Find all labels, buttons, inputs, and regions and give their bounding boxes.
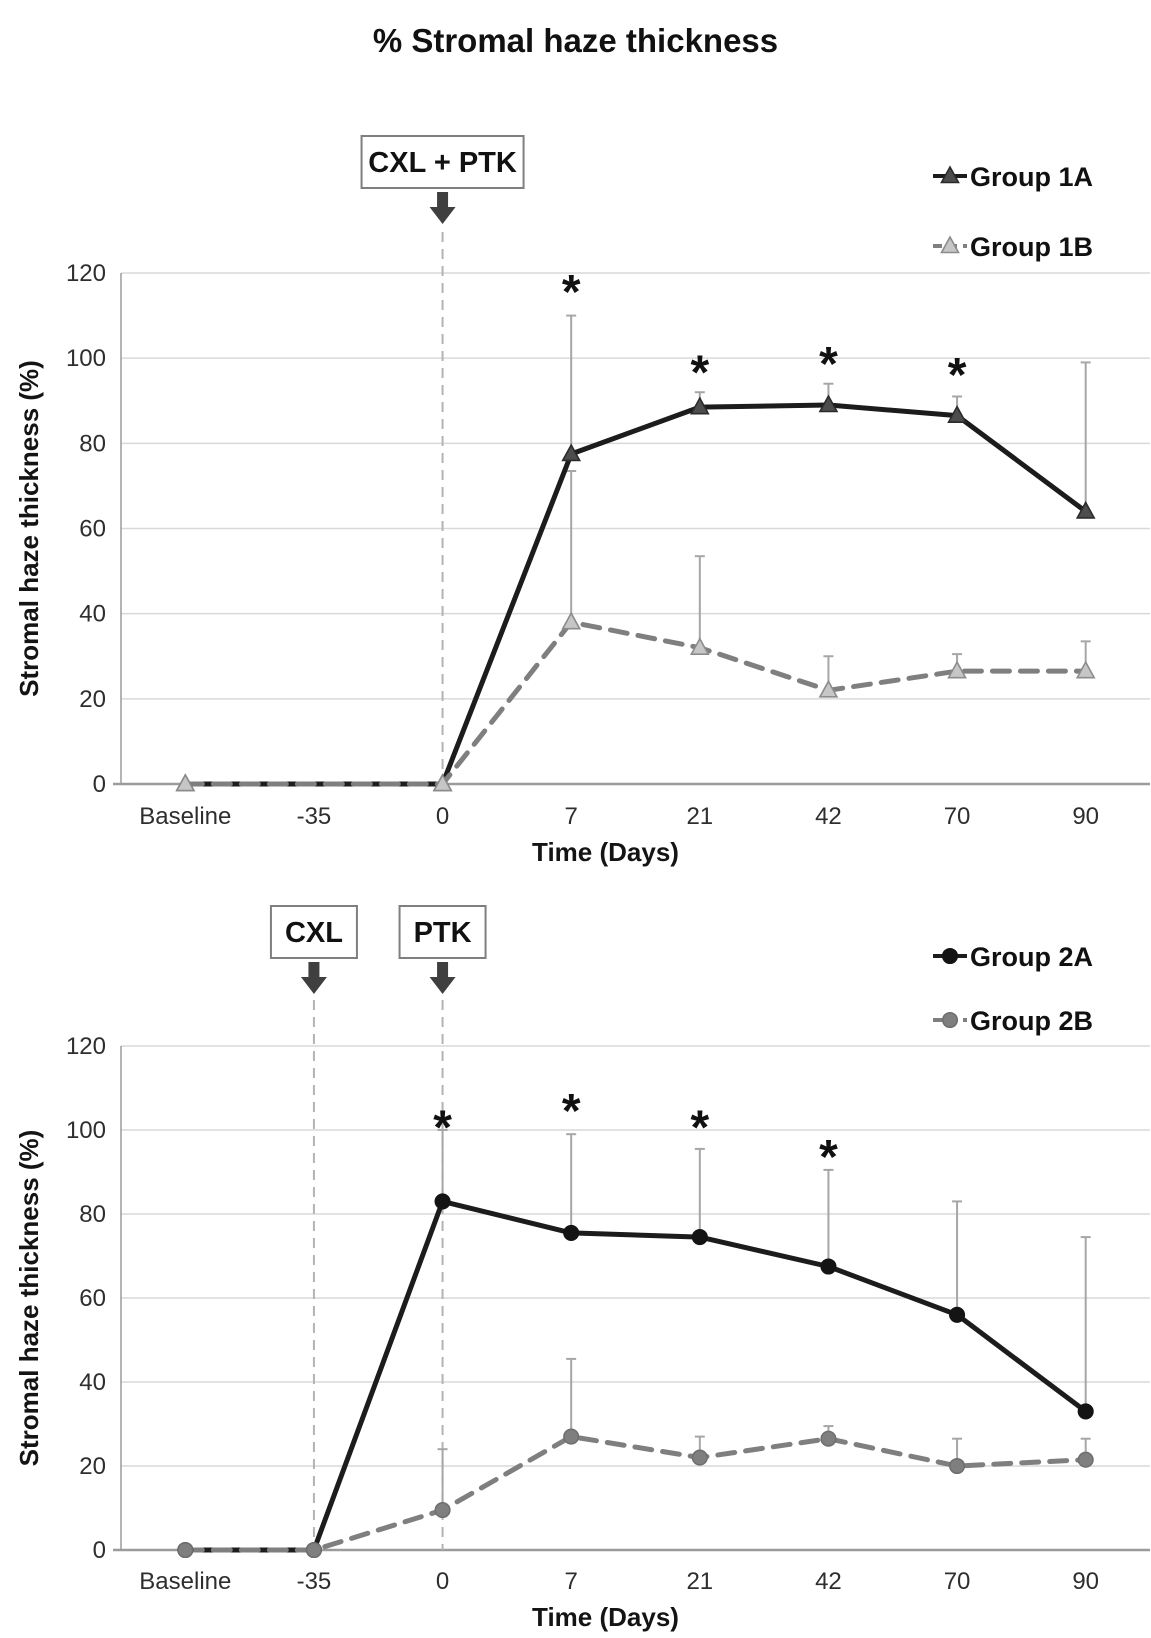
y-tick-label: 120	[66, 260, 106, 287]
group-2a-marker	[563, 1224, 580, 1241]
significance-asterisk: *	[562, 1085, 581, 1138]
legend-label-group-2b: Group 2B	[970, 1006, 1093, 1036]
y-axis-title: Stromal haze thickness (%)	[14, 360, 44, 697]
y-tick-label: 100	[66, 1117, 106, 1144]
y-tick-label: 60	[79, 516, 106, 543]
event-label: CXL	[285, 917, 343, 949]
legend-group-1a-marker-icon	[940, 165, 960, 184]
legend-group-2a-marker-icon	[941, 947, 959, 965]
significance-asterisk: *	[690, 347, 709, 400]
group-2b-marker	[691, 1449, 708, 1466]
down-arrow-icon	[300, 962, 327, 994]
y-tick-label: 40	[79, 1369, 106, 1396]
group-1a-marker	[1075, 500, 1096, 519]
significance-asterisk: *	[948, 349, 967, 402]
x-axis-title: Time (Days)	[532, 837, 679, 867]
group-1b-marker	[818, 679, 839, 698]
y-tick-label: 120	[66, 1033, 106, 1060]
figure-title: % Stromal haze thickness	[372, 22, 779, 59]
group-1b-marker	[1075, 660, 1096, 679]
group-1a-line	[182, 402, 1089, 787]
significance-asterisk: *	[433, 1102, 452, 1155]
x-tick-label: 70	[944, 803, 971, 830]
x-tick-label: 21	[686, 803, 713, 830]
group-1b-marker	[947, 660, 967, 679]
y-axis-title: Stromal haze thickness (%)	[14, 1130, 44, 1467]
group-2b-marker	[563, 1428, 580, 1445]
x-tick-label: 90	[1072, 803, 1099, 830]
x-axis-title: Time (Days)	[532, 1602, 679, 1632]
legend-group-1b-marker-icon	[940, 235, 960, 254]
event-label: CXL + PTK	[368, 147, 517, 179]
group-2b-marker	[305, 1541, 322, 1559]
group-2a-marker	[820, 1258, 837, 1275]
group-2b-line	[182, 1434, 1089, 1553]
legend-label-group-1b: Group 1B	[970, 232, 1093, 262]
x-tick-label: 42	[815, 803, 842, 830]
y-tick-label: 80	[79, 1201, 106, 1228]
group-2b-marker	[177, 1541, 194, 1559]
y-tick-label: 60	[79, 1285, 106, 1312]
group-2b-marker	[1077, 1451, 1094, 1468]
event-label-box	[269, 905, 358, 959]
group-2a-marker	[1077, 1403, 1094, 1420]
group-1a-marker	[818, 394, 839, 413]
x-tick-label: -35	[297, 803, 332, 830]
y-tick-label: 80	[79, 430, 106, 457]
legend-group-2b-marker-icon	[941, 1011, 959, 1029]
group-2a-marker	[691, 1229, 708, 1246]
legend-label-group-2a: Group 2A	[970, 942, 1093, 972]
x-tick-label: -35	[297, 1568, 332, 1595]
significance-asterisk: *	[819, 338, 838, 391]
group-2b-marker	[820, 1430, 837, 1447]
y-tick-label: 0	[93, 1537, 106, 1564]
x-tick-label: 0	[436, 803, 449, 830]
y-tick-label: 0	[93, 771, 106, 798]
group-2a-marker	[434, 1193, 451, 1210]
significance-asterisk: *	[562, 266, 581, 319]
y-tick-label: 20	[79, 686, 106, 713]
down-arrow-icon	[429, 962, 456, 994]
group-1b-marker	[175, 773, 196, 792]
y-tick-label: 20	[79, 1453, 106, 1480]
group-1b-line	[182, 619, 1089, 787]
x-tick-label: Baseline	[139, 1568, 231, 1595]
x-tick-label: 70	[944, 1568, 971, 1595]
group-1b-marker	[689, 637, 710, 656]
x-tick-label: 7	[565, 1568, 578, 1595]
event-label-box	[360, 135, 525, 189]
legend-label-group-1a: Group 1A	[970, 162, 1093, 192]
group-1b-marker	[561, 611, 582, 630]
group-2b-marker	[949, 1457, 966, 1475]
group-2a-line	[182, 1198, 1089, 1553]
group-1a-marker	[561, 443, 582, 462]
group-2b-marker	[434, 1502, 451, 1519]
down-arrow-icon	[429, 192, 456, 224]
group-1a-marker	[689, 396, 710, 415]
x-tick-label: Baseline	[139, 803, 231, 830]
x-tick-label: 0	[436, 1568, 449, 1595]
y-tick-label: 40	[79, 601, 106, 628]
x-tick-label: 7	[565, 803, 578, 830]
significance-asterisk: *	[690, 1102, 709, 1155]
event-label: PTK	[414, 917, 472, 949]
event-label-box	[398, 905, 487, 959]
significance-asterisk: *	[819, 1131, 838, 1184]
x-tick-label: 42	[815, 1568, 842, 1595]
group-1b-marker	[432, 773, 453, 792]
x-tick-label: 90	[1072, 1568, 1099, 1595]
y-tick-label: 100	[66, 345, 106, 372]
group-2a-marker	[949, 1306, 966, 1323]
group-1a-marker	[947, 404, 967, 423]
x-tick-label: 21	[686, 1568, 713, 1595]
